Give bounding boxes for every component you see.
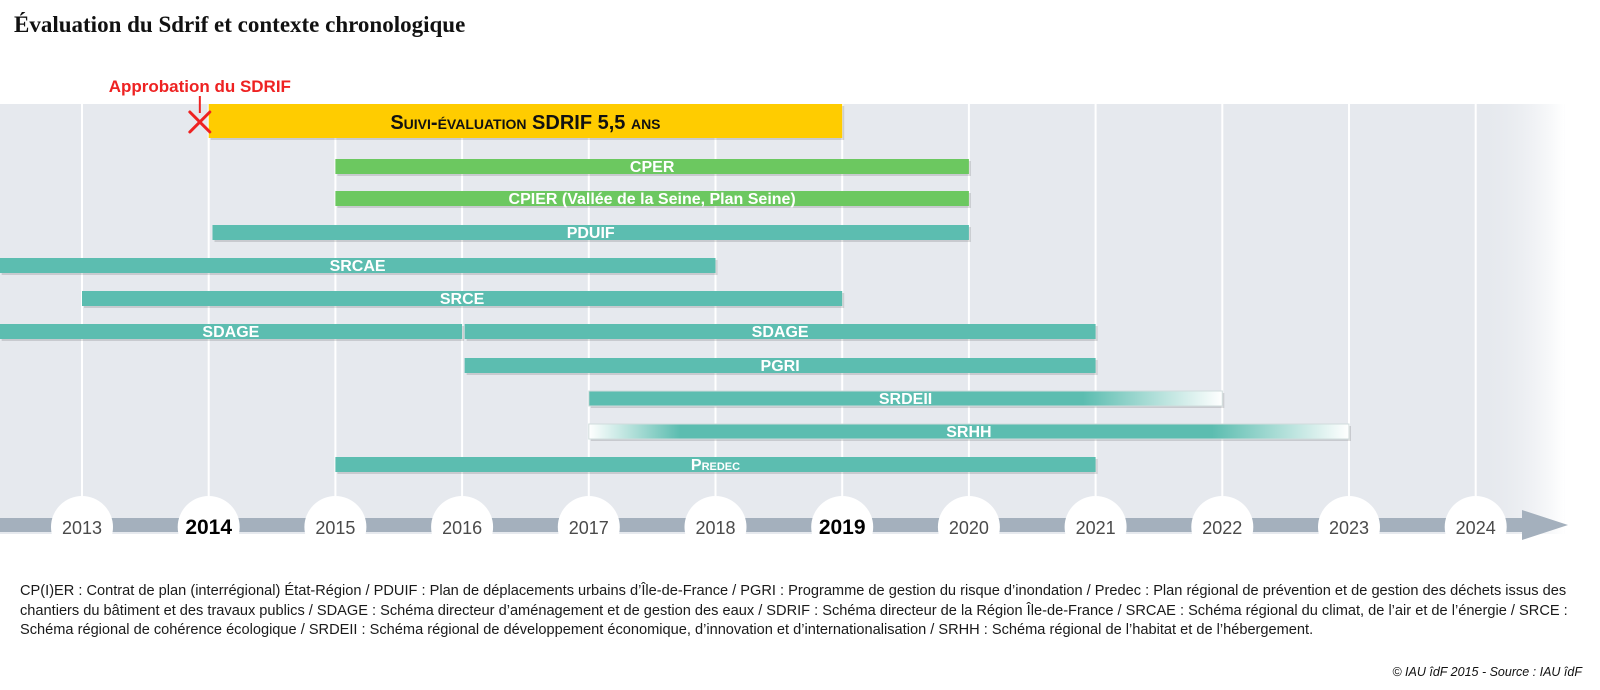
bar-label-cper: CPER [630,159,675,176]
bar-label-pduif: PDUIF [567,225,615,242]
bar-pduif [212,225,969,240]
bar-predec [335,457,1096,472]
bar-label-pgri: PGRI [761,358,800,375]
approval-label: Approbation du SDRIF [109,77,291,96]
chart-edge-fade [1480,104,1565,534]
year-marker-2016 [431,496,494,558]
year-label-2022: 2022 [1202,518,1242,538]
chart-title: Évaluation du Sdrif et contexte chronolo… [14,12,466,37]
year-marker-2019 [811,496,874,558]
year-label-2020: 2020 [949,518,989,538]
year-label-2018: 2018 [695,518,735,538]
bar-suivi-valuation-sdrif-5-5-ans [208,104,843,138]
bar-label-sdage: SDAGE [202,324,259,341]
approval-cross-icon [188,110,212,134]
bar-label-suivi-valuation-sdrif-5-5-ans: Suivi-évaluation SDRIF 5,5 ans [390,112,660,134]
timeline-axis [0,518,1525,532]
bar-label-predec: Predec [691,457,740,474]
year-label-2013: 2013 [62,518,102,538]
timeline-chart: Suivi-évaluation SDRIF 5,5 ans CPER CPIER … [0,77,1568,558]
bar-label-srdeii: SRDEII [879,391,932,408]
year-marker-2014 [177,496,240,558]
year-label-2015: 2015 [315,518,355,538]
year-marker-2022 [1191,496,1254,558]
year-label-2017: 2017 [569,518,609,538]
bar-sdage [0,324,463,339]
bar-label-cpier-vall-e-de-la-seine-plan-seine: CPIER (Vallée de la Seine, Plan Seine) [509,191,796,208]
bar-srcae [0,258,716,273]
bar-label-srcae: SRCAE [330,258,386,275]
year-label-2016: 2016 [442,518,482,538]
year-marker-2017 [557,496,620,558]
year-marker-2013 [51,496,113,558]
year-marker-2018 [684,496,747,558]
year-marker-2021 [1064,496,1127,558]
year-label-2021: 2021 [1076,518,1116,538]
year-marker-2015 [304,496,367,558]
bar-srdeii [588,390,1223,407]
year-label-2024: 2024 [1456,518,1496,538]
year-label-2019: 2019 [819,516,866,539]
bar-sdage [464,324,1096,339]
source-credit: © IAU îdF 2015 - Source : IAU îdF [1392,665,1582,679]
bar-label-srhh: SRHH [946,424,991,441]
bar-label-sdage: SDAGE [752,324,809,341]
bar-cpier-vall-e-de-la-seine-plan-seine [335,191,969,206]
year-marker-2023 [1318,496,1380,558]
year-marker-2024 [1444,496,1507,558]
axis-arrow [1522,510,1568,540]
year-label-2014: 2014 [185,516,232,539]
abbreviation-legend: CP(I)ER : Contrat de plan (interrégional… [20,583,1568,638]
bar-srce [82,291,843,306]
year-label-2023: 2023 [1329,518,1369,538]
bar-srhh [588,423,1350,440]
year-marker-2020 [937,496,1000,558]
bar-cper [335,159,969,174]
bar-pgri [464,358,1096,373]
bar-label-srce: SRCE [440,291,485,308]
